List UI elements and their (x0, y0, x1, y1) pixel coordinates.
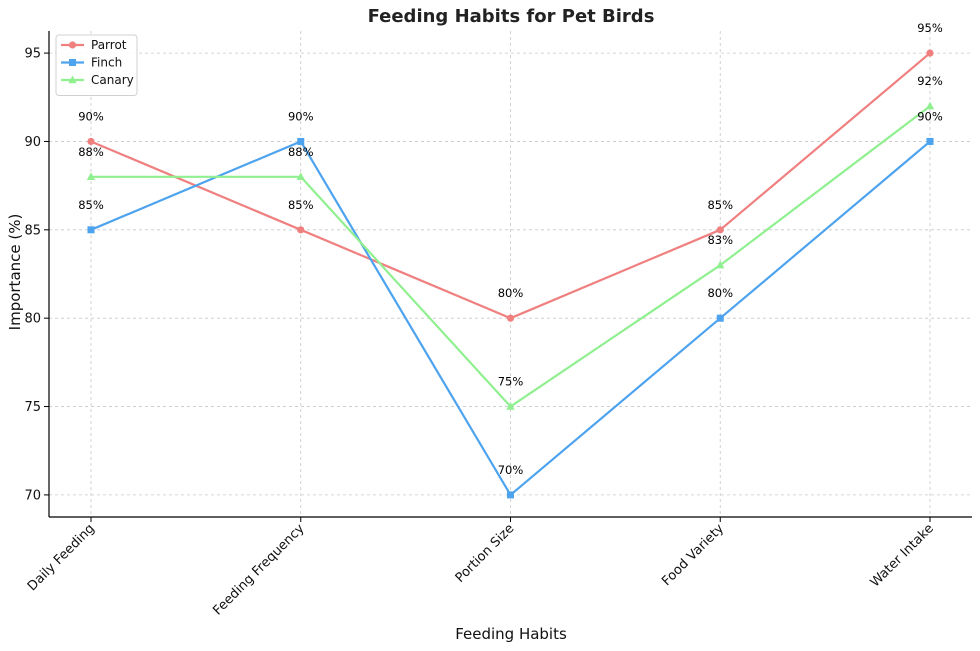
data-point-canary (716, 260, 725, 269)
x-tick-label: Feeding Frequency (210, 521, 307, 618)
x-axis-label: Feeding Habits (455, 625, 567, 643)
data-point-canary (296, 172, 305, 180)
data-label-canary: 83% (707, 233, 733, 247)
axes: 70 75 80 85 90 95 Daily Feeding Feeding Frequen… (24, 31, 972, 618)
data-labels: 90% 85% 80% 85% 95% 85% 90% 70% 80% 90% 88% 88% 75% 8… (78, 21, 943, 477)
legend-label-finch: Finch (91, 56, 122, 70)
legend-item-parrot: Parrot (61, 38, 127, 52)
data-point-finch (297, 137, 305, 145)
legend-marker-canary (68, 75, 77, 84)
legend-item-finch: Finch (61, 56, 122, 70)
data-point-finch (507, 491, 514, 499)
y-tick-label: 75 (24, 400, 41, 415)
data-label-parrot: 85% (707, 198, 733, 212)
data-label-finch: 85% (78, 198, 104, 212)
data-point-parrot (926, 49, 934, 57)
data-point-canary (925, 101, 935, 110)
x-tick-label: Water Intake (868, 521, 937, 590)
data-point-parrot (87, 137, 95, 146)
x-tick-label: Food Variety (659, 521, 727, 589)
data-label-finch: 90% (288, 109, 314, 123)
y-tick-label: 85 (24, 223, 41, 238)
y-tick-label: 95 (24, 47, 41, 62)
legend-box: Parrot Finch Canary (55, 34, 138, 96)
x-tick-label: Portion Size (453, 521, 518, 586)
data-label-parrot: 95% (917, 21, 943, 35)
data-label-finch: 80% (707, 286, 733, 300)
data-label-parrot: 90% (78, 109, 104, 123)
data-label-canary: 88% (288, 145, 314, 159)
series-layer (86, 49, 935, 499)
x-tick-label: Daily Feeding (25, 521, 98, 594)
data-point-parrot (716, 226, 724, 234)
y-tick-label: 70 (24, 488, 41, 503)
data-point-canary (86, 172, 96, 180)
data-point-finch (716, 314, 724, 322)
y-axis-label: Importance (%) (6, 214, 24, 331)
data-label-finch: 90% (917, 109, 943, 123)
legend-label-canary: Canary (91, 73, 134, 87)
series-canary (86, 101, 935, 410)
data-point-parrot (506, 314, 515, 322)
data-label-canary: 92% (917, 74, 943, 88)
legend-marker-parrot (68, 41, 77, 49)
data-label-parrot: 85% (288, 198, 314, 212)
y-tick-label: 90 (24, 135, 41, 150)
series-parrot (87, 49, 934, 322)
data-point-canary (506, 402, 515, 410)
data-point-finch (87, 226, 95, 234)
grid (49, 31, 972, 517)
legend-label-parrot: Parrot (91, 38, 127, 52)
data-point-parrot (297, 226, 305, 234)
legend: Parrot Finch Canary (55, 34, 138, 96)
data-point-finch (926, 137, 934, 145)
legend-item-canary: Canary (61, 73, 134, 87)
legend-marker-finch (69, 59, 76, 66)
chart-title: Feeding Habits for Pet Birds (368, 6, 655, 27)
y-tick-label: 80 (24, 312, 41, 327)
data-label-parrot: 80% (498, 286, 524, 300)
data-label-canary: 75% (498, 375, 524, 389)
data-label-finch: 70% (498, 463, 524, 477)
data-label-canary: 88% (78, 145, 104, 159)
series-finch (87, 137, 934, 499)
